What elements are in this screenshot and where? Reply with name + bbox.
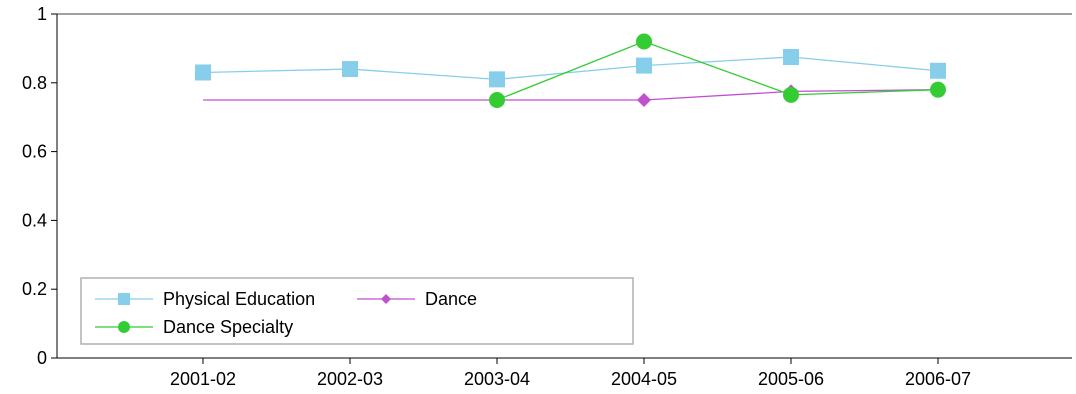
y-tick-label: 0.6: [22, 142, 47, 162]
series-lines: [203, 42, 938, 100]
legend-label-dance: Dance: [425, 289, 477, 309]
legend-label-physical-education: Physical Education: [163, 289, 315, 309]
data-point-physical-education: [195, 64, 211, 80]
data-point-physical-education: [342, 61, 358, 77]
legend-label-dance-specialty: Dance Specialty: [163, 317, 293, 337]
legend: Physical Education Dance Dance Specialty: [81, 278, 633, 344]
data-point-dance-specialty: [636, 34, 652, 50]
x-tick-label: 2005-06: [758, 369, 824, 389]
y-tick-label: 0.2: [22, 279, 47, 299]
legend-marker-dance-specialty: [118, 321, 130, 333]
y-tick-label: 1: [37, 4, 47, 24]
x-tick-label: 2002-03: [317, 369, 383, 389]
legend-marker-physical-education: [118, 293, 130, 305]
x-tick-label: 2006-07: [905, 369, 971, 389]
data-point-dance-specialty: [783, 87, 799, 103]
data-point-dance: [637, 93, 651, 107]
y-tick-label: 0: [37, 348, 47, 368]
data-point-physical-education: [636, 58, 652, 74]
series-line-dance-specialty: [497, 42, 938, 100]
data-point-dance-specialty: [930, 82, 946, 98]
x-tick-label: 2003-04: [464, 369, 530, 389]
data-point-physical-education: [783, 49, 799, 65]
data-point-dance-specialty: [489, 92, 505, 108]
y-tick-label: 0.4: [22, 210, 47, 230]
x-tick-label: 2004-05: [611, 369, 677, 389]
x-tick-label: 2001-02: [170, 369, 236, 389]
series-line-physical-education: [203, 57, 938, 79]
y-tick-label: 0.8: [22, 73, 47, 93]
data-point-physical-education: [930, 63, 946, 79]
series-line-dance: [203, 90, 938, 100]
data-point-physical-education: [489, 71, 505, 87]
